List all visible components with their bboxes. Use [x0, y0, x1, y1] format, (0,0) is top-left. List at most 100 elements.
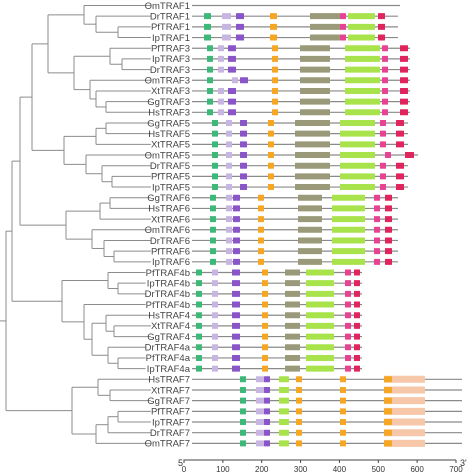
domain-math [306, 312, 334, 319]
axis-tick-label: 600 [410, 465, 424, 474]
domain-zf1 [218, 87, 224, 94]
domain-cc [262, 301, 268, 308]
gene-label: PfTRAF7 [151, 407, 190, 418]
domain-cc [296, 376, 302, 383]
domain-math [332, 216, 365, 223]
domain-math [279, 429, 289, 436]
domain-traf-n [300, 45, 330, 52]
domain-cc [270, 13, 277, 20]
domain-cc [268, 119, 274, 126]
domain-cc [262, 354, 268, 361]
gene-label: GgTRAF3 [147, 97, 190, 108]
domain-pink [345, 333, 351, 340]
axis-tick-label: 0 [182, 465, 187, 474]
gene-label: IpTRAF5 [152, 182, 190, 193]
domain-red [400, 45, 408, 52]
gene-label: PfTRAF4b [146, 300, 190, 311]
gene-row: DrTRAF3 [150, 65, 410, 76]
domain-zf2 [236, 23, 244, 30]
domain-math [306, 269, 334, 276]
domain-zf2 [232, 354, 240, 361]
domain-traf-n [300, 87, 330, 94]
domain-red [354, 290, 360, 297]
domain-red [354, 365, 360, 372]
domain-pink [380, 130, 386, 137]
gene-label: XtTRAF3 [151, 86, 190, 97]
domain-ring [210, 205, 216, 212]
domain-zf2 [264, 408, 270, 415]
domain-zf1 [226, 237, 232, 244]
domain-wd40 [384, 386, 425, 394]
phylogenetic-tree [0, 5, 151, 444]
domain-zf1 [226, 162, 232, 169]
gene-label: DrTRAF6 [150, 236, 190, 247]
domain-wd40 [384, 429, 425, 437]
domain-zf2 [240, 119, 247, 126]
gene-label: PfTRAF4a [146, 353, 191, 364]
domain-pink [345, 301, 351, 308]
domain-math [332, 237, 365, 244]
domain-red [378, 13, 385, 20]
domain-math [306, 280, 334, 287]
domain-zf2 [228, 45, 236, 52]
domain-red [400, 55, 408, 62]
axis-tick-label: 700 [449, 465, 463, 474]
domain-zf1 [256, 440, 264, 447]
domain-cc [272, 55, 278, 62]
domain-pink [374, 248, 380, 255]
domain-red [385, 248, 392, 255]
domain-pink [385, 152, 391, 159]
domain-zf1 [226, 248, 232, 255]
gene-row: XtTRAF5 [151, 140, 408, 151]
domain-zf1 [222, 23, 231, 30]
domain-red [400, 109, 408, 116]
domain-ring [240, 408, 246, 415]
domain-zf1 [256, 397, 264, 404]
domain-ring [207, 98, 213, 105]
domain-zf1 [256, 419, 264, 426]
domain-traf-n [295, 162, 330, 169]
domain-cc [296, 429, 302, 436]
gene-label: OmTRAF3 [145, 76, 190, 87]
domain-ring [210, 258, 216, 265]
domain-cc [258, 237, 264, 244]
domain-pink [374, 226, 380, 233]
gene-row: IpTRAF5 [152, 182, 408, 193]
domain-cc [272, 98, 278, 105]
domain-zf1 [226, 119, 232, 126]
domain-math [306, 354, 334, 361]
domain-math [332, 248, 365, 255]
domain-zf1 [212, 301, 218, 308]
domain-ring [196, 344, 202, 351]
gene-label: IpTRAF7 [152, 417, 190, 428]
domain-cc [270, 23, 277, 30]
domain-cc [340, 386, 346, 393]
domain-cc [340, 376, 346, 383]
domain-math [279, 386, 289, 393]
domain-cc [262, 333, 268, 340]
domain-ring [210, 216, 216, 223]
domain-ring [207, 66, 213, 73]
gene-row: GgTRAF3 [147, 97, 410, 108]
gene-row: GgTRAF5 [147, 118, 408, 129]
domain-math [348, 23, 375, 30]
domain-zf2 [228, 109, 236, 116]
gene-label: IpTRAF4b [147, 278, 190, 289]
domain-pink [382, 98, 388, 105]
gene-row: DrTRAF6 [150, 236, 398, 247]
gene-label: PfTRAF1 [151, 22, 190, 33]
domain-zf2 [240, 152, 247, 159]
domain-ring [212, 119, 218, 126]
domain-math [340, 184, 375, 191]
domain-zf1 [218, 98, 224, 105]
domain-cc [270, 34, 277, 41]
gene-row: XtTRAF6 [151, 214, 398, 225]
domain-traf-n [285, 333, 300, 340]
domain-ring [240, 386, 246, 393]
domain-zf2 [264, 419, 270, 426]
domain-traf-n [295, 119, 330, 126]
domain-math [340, 173, 375, 180]
domain-traf-n [300, 109, 330, 116]
domain-cc [384, 397, 392, 404]
domain-cc [268, 141, 274, 148]
